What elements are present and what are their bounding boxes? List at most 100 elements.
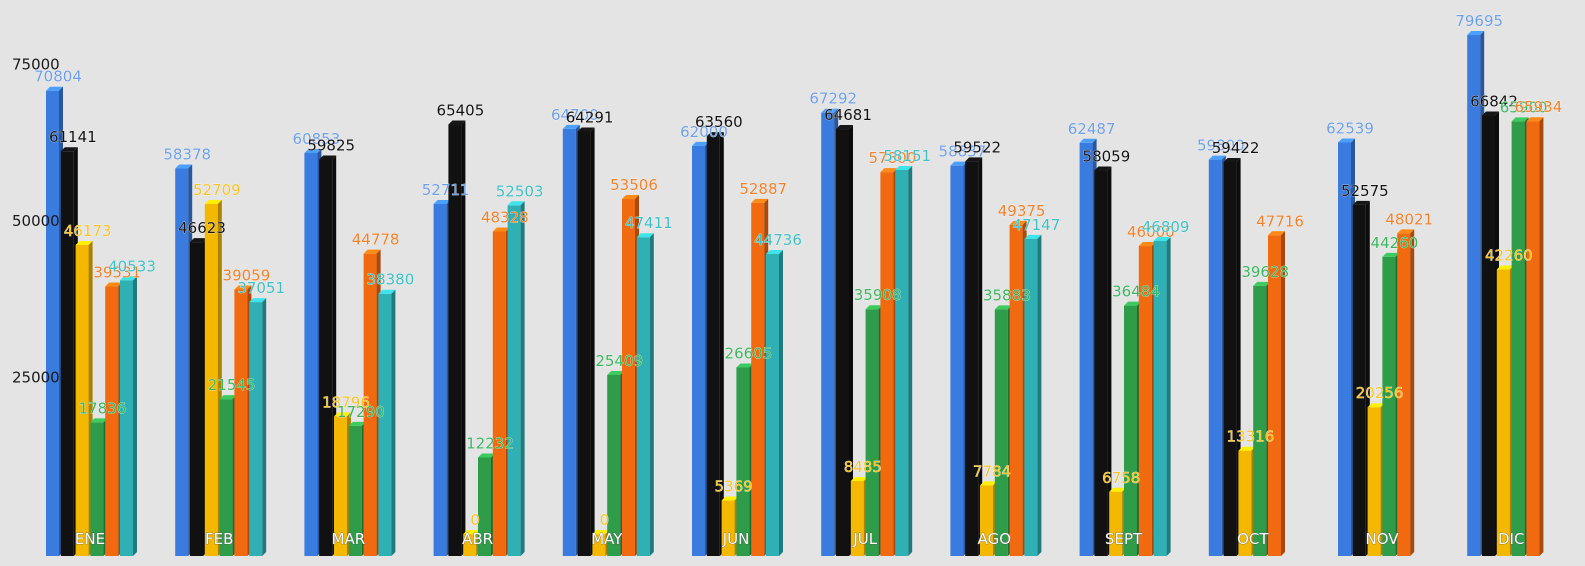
y-tick-label: 25000 bbox=[12, 369, 60, 387]
y-tick-label: 50000 bbox=[12, 212, 60, 230]
value-label: 62539 bbox=[1326, 119, 1374, 137]
value-label: 7784 bbox=[973, 462, 1011, 480]
bar bbox=[1382, 252, 1400, 556]
bar bbox=[692, 141, 709, 557]
value-label: 66842 bbox=[1470, 93, 1518, 111]
value-label: 46809 bbox=[1142, 218, 1190, 236]
value-label: 59522 bbox=[953, 138, 1001, 156]
bar bbox=[1268, 231, 1285, 556]
bar bbox=[1009, 220, 1027, 557]
value-label: 59800 bbox=[1197, 137, 1245, 155]
bar bbox=[736, 363, 754, 556]
value-label: 48021 bbox=[1385, 210, 1433, 228]
value-label: 65900 bbox=[1500, 98, 1548, 116]
bar bbox=[1496, 265, 1514, 556]
value-label: 8485 bbox=[844, 458, 882, 476]
value-label: 58059 bbox=[1083, 148, 1131, 166]
bar bbox=[1024, 234, 1042, 556]
value-label: 52575 bbox=[1341, 182, 1389, 200]
value-label: 38380 bbox=[367, 271, 415, 289]
bar bbox=[46, 86, 63, 557]
value-label: 62487 bbox=[1068, 120, 1116, 138]
value-label: 46173 bbox=[64, 222, 112, 240]
bar bbox=[249, 298, 267, 556]
value-label: 52711 bbox=[422, 181, 470, 199]
bar bbox=[636, 233, 654, 556]
value-label: 59422 bbox=[1212, 139, 1260, 157]
bar bbox=[1338, 138, 1355, 556]
value-label: 17290 bbox=[337, 403, 385, 421]
value-label: 20256 bbox=[1356, 384, 1404, 402]
value-label: 59825 bbox=[307, 136, 355, 154]
bar bbox=[880, 168, 898, 556]
bar bbox=[1223, 157, 1241, 557]
category-label: ABR bbox=[462, 530, 493, 548]
value-label: 64681 bbox=[824, 106, 872, 124]
bar bbox=[90, 418, 108, 556]
bar bbox=[622, 195, 639, 556]
bar bbox=[1482, 111, 1499, 556]
value-label: 52503 bbox=[496, 182, 544, 200]
bar bbox=[1253, 281, 1271, 556]
bar bbox=[821, 108, 839, 556]
value-label: 47411 bbox=[625, 214, 673, 232]
bar bbox=[234, 285, 252, 556]
category-label: JUN bbox=[722, 530, 750, 548]
value-label: 17836 bbox=[79, 399, 127, 417]
y-tick-label: 75000 bbox=[12, 55, 60, 73]
value-label: 65405 bbox=[437, 102, 485, 120]
category-label: FEB bbox=[205, 530, 233, 548]
bar bbox=[836, 125, 853, 557]
value-label: 39531 bbox=[93, 264, 141, 282]
bar bbox=[965, 157, 983, 556]
value-label: 37051 bbox=[237, 279, 285, 297]
value-label: 0 bbox=[600, 511, 610, 529]
value-label: 53506 bbox=[610, 176, 658, 194]
value-label: 48328 bbox=[481, 208, 529, 226]
bar bbox=[751, 198, 769, 556]
value-label: 67292 bbox=[809, 90, 857, 108]
value-label: 5369 bbox=[715, 477, 753, 495]
value-label: 61141 bbox=[49, 128, 97, 146]
value-label: 25409 bbox=[595, 352, 643, 370]
value-label: 44778 bbox=[352, 231, 400, 249]
value-label: 64291 bbox=[566, 108, 614, 126]
bar bbox=[120, 276, 137, 556]
value-label: 39628 bbox=[1241, 263, 1289, 281]
value-label: 46000 bbox=[1127, 223, 1175, 241]
category-label: JUL bbox=[852, 530, 877, 548]
bar bbox=[304, 149, 322, 556]
bar bbox=[190, 238, 207, 557]
bar bbox=[766, 249, 783, 556]
value-label: 18796 bbox=[322, 393, 370, 411]
category-label: MAR bbox=[332, 530, 366, 548]
bar bbox=[994, 305, 1012, 556]
category-label: DIC bbox=[1498, 530, 1524, 548]
value-label: 47716 bbox=[1256, 212, 1304, 230]
value-label: 35908 bbox=[854, 286, 902, 304]
bar bbox=[1094, 166, 1112, 556]
bars-layer bbox=[46, 31, 1544, 557]
value-label: 49375 bbox=[998, 202, 1046, 220]
value-label: 52887 bbox=[739, 180, 787, 198]
value-label: 60853 bbox=[293, 130, 341, 148]
bar bbox=[105, 282, 123, 556]
value-label: 44260 bbox=[1371, 234, 1419, 252]
bar bbox=[319, 155, 337, 556]
bar bbox=[721, 496, 739, 556]
category-label: MAY bbox=[591, 530, 623, 548]
bar bbox=[865, 305, 883, 556]
bar bbox=[1079, 138, 1097, 556]
value-label: 58378 bbox=[163, 146, 211, 164]
value-label: 64700 bbox=[551, 106, 599, 124]
value-label: 26605 bbox=[725, 344, 773, 362]
bar bbox=[1153, 236, 1171, 557]
bar bbox=[1208, 155, 1226, 556]
category-label: OCT bbox=[1237, 530, 1269, 548]
value-label: 52709 bbox=[193, 181, 241, 199]
value-label: 58151 bbox=[883, 147, 931, 165]
category-label: NOV bbox=[1365, 530, 1399, 548]
value-label: 6758 bbox=[1102, 469, 1140, 487]
